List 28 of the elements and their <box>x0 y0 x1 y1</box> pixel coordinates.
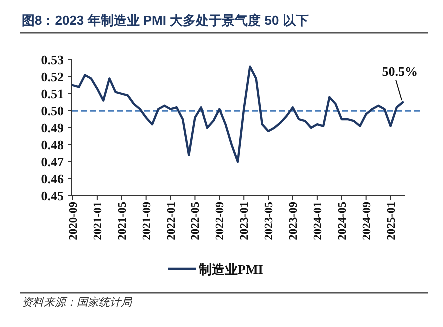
y-tick-label: 0.48 <box>41 138 64 152</box>
y-tick-label: 0.47 <box>41 154 64 170</box>
x-tick-label: 2024-05 <box>336 202 349 240</box>
annotation: 50.5% <box>382 64 418 79</box>
x-tick-label: 2022-01 <box>166 202 178 240</box>
x-tick-label: 2024-09 <box>361 202 374 240</box>
text: 资料来源：国家统计局 <box>22 296 133 309</box>
y-tick-label: 0.45 <box>41 188 64 204</box>
x-tick-label: 2023-01 <box>239 202 252 240</box>
title: 图8：2023 年制造业 PMI 大多处于景气度 50 以下 <box>22 13 309 28</box>
x-tick-label: 2025-01 <box>386 202 398 240</box>
x-tick-label: 2020-09 <box>68 202 80 240</box>
y-tick-label: 0.50 <box>41 104 64 118</box>
y-tick-label: 0.46 <box>41 172 64 186</box>
x-tick-label: 2021-05 <box>116 202 129 240</box>
x-tick-label: 2023-09 <box>288 202 300 240</box>
y-tick-label: 0.52 <box>41 70 64 84</box>
x-tick-label: 2021-09 <box>141 202 154 240</box>
x-tick-label: 2024-01 <box>312 202 324 240</box>
legend-label: 制造业PMI <box>198 262 264 277</box>
y-tick-label: 0.53 <box>41 52 64 68</box>
x-tick-label: 2022-05 <box>190 202 202 240</box>
x-tick-label: 2021-01 <box>92 202 104 240</box>
y-tick-label: 0.51 <box>41 86 64 102</box>
x-tick-label: 2022-09 <box>214 202 227 240</box>
y-tick-label: 0.49 <box>41 120 64 136</box>
legend: 制造业PMI <box>168 262 264 277</box>
x-tick-label: 2023-05 <box>264 202 276 240</box>
